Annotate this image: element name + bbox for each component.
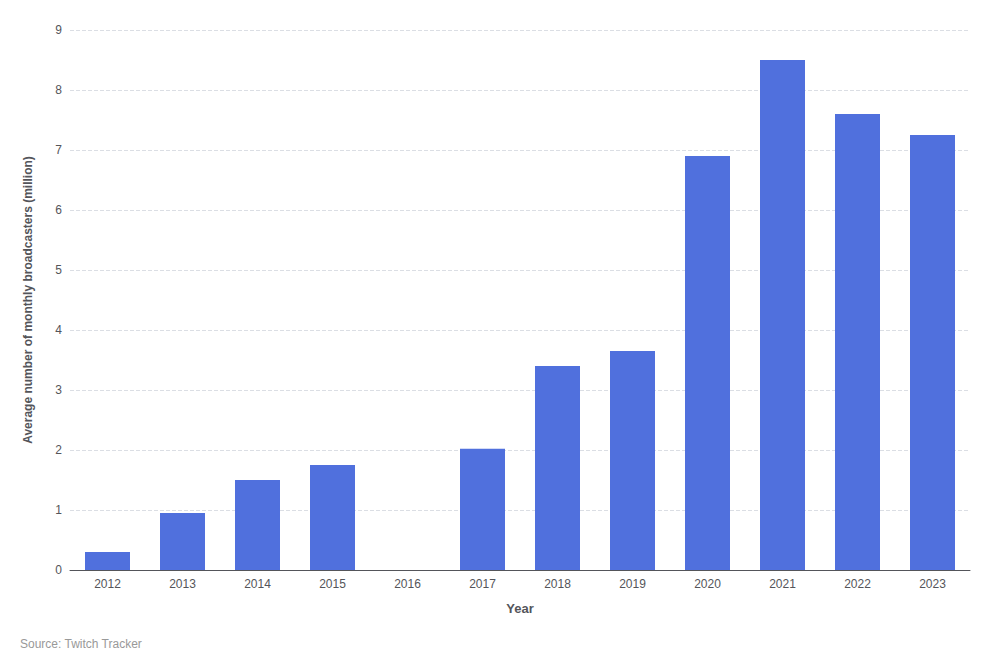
svg-text:2017: 2017 [469,577,496,591]
svg-text:2013: 2013 [169,577,196,591]
svg-text:1: 1 [55,503,62,517]
svg-text:2014: 2014 [244,577,271,591]
svg-text:7: 7 [55,143,62,157]
svg-text:2015: 2015 [319,577,346,591]
svg-text:9: 9 [55,23,62,37]
svg-text:2020: 2020 [694,577,721,591]
svg-text:2012: 2012 [94,577,121,591]
svg-text:Source: Twitch Tracker: Source: Twitch Tracker [20,637,142,651]
svg-text:8: 8 [55,83,62,97]
svg-text:2019: 2019 [619,577,646,591]
svg-text:3: 3 [55,383,62,397]
svg-text:2016: 2016 [394,577,421,591]
svg-text:2022: 2022 [844,577,871,591]
svg-text:2018: 2018 [544,577,571,591]
svg-text:5: 5 [55,263,62,277]
svg-text:Average number of monthly broa: Average number of monthly broadcasters (… [21,156,35,444]
svg-text:2: 2 [55,443,62,457]
svg-text:Year: Year [506,601,533,616]
svg-text:4: 4 [55,323,62,337]
svg-text:6: 6 [55,203,62,217]
svg-text:0: 0 [55,563,62,577]
svg-text:2021: 2021 [769,577,796,591]
svg-text:2023: 2023 [919,577,946,591]
